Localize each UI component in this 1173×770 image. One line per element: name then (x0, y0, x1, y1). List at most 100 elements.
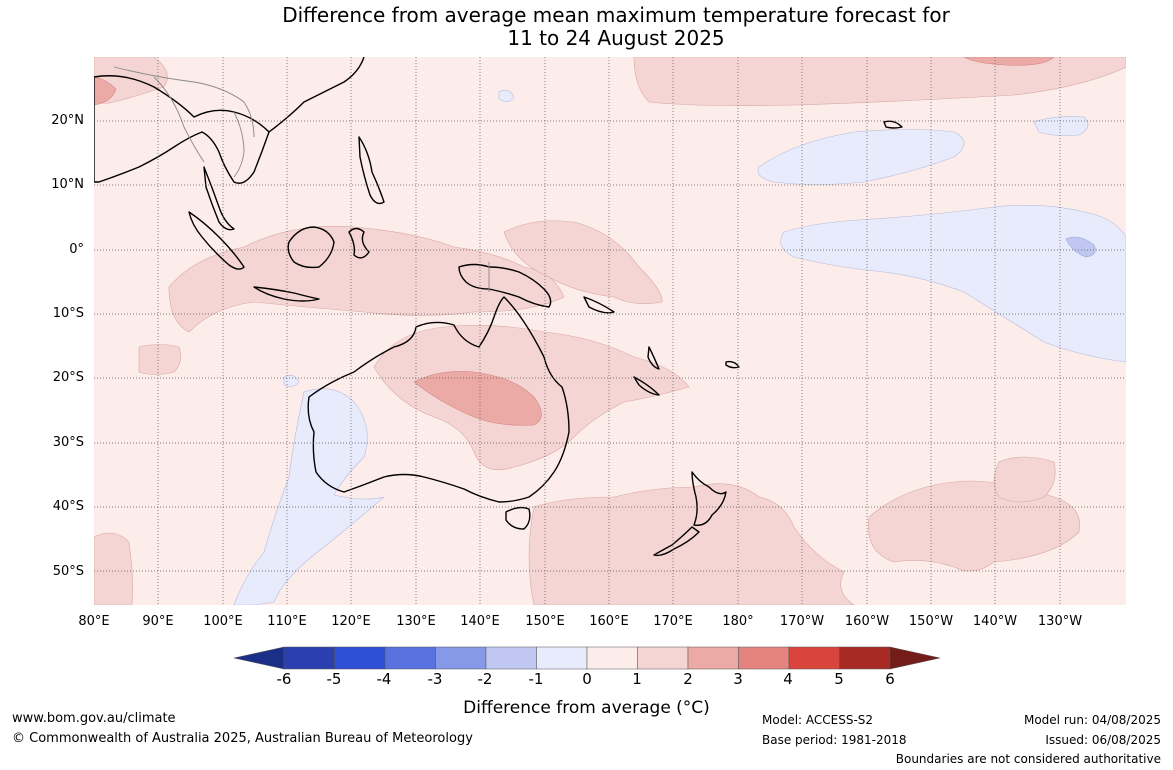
forecast-map (94, 57, 1126, 605)
lon-label-90e: 90°E (142, 614, 174, 629)
philippines-coastline (358, 136, 385, 205)
colorbar-cell (788, 646, 840, 670)
hawaii-coastline (883, 120, 903, 129)
lon-label-80e: 80°E (78, 614, 110, 629)
lat-label-40s: 40°S (52, 499, 84, 514)
colorbar-cell (384, 646, 436, 670)
colorbar-cell (738, 646, 790, 670)
lon-label-140w: 140°W (972, 614, 1018, 629)
lat-label-0: 0° (69, 242, 84, 257)
warm-region-east-pacific (993, 456, 1056, 503)
border-indochina (113, 66, 255, 138)
colorbar-cell (435, 646, 487, 670)
lon-label-100e: 100°E (203, 614, 243, 629)
java-coastline (253, 286, 320, 302)
colorbar-cell (687, 646, 739, 670)
colorbar-cell (839, 646, 891, 670)
country-borders (113, 66, 490, 292)
lat-label-10s: 10°S (52, 306, 84, 321)
coastlines (94, 57, 903, 557)
lat-label-20n: 20°N (51, 113, 84, 128)
lon-label-150w: 150°W (908, 614, 954, 629)
lon-label-150e: 150°E (525, 614, 565, 629)
lon-label-120e: 120°E (331, 614, 371, 629)
vanuatu-coastline (647, 346, 660, 370)
colorbar-extend-low (234, 646, 285, 670)
lon-label-160w: 160°W (844, 614, 890, 629)
sumatra-coastline (188, 211, 245, 270)
colorbar-tick-label: 3 (733, 670, 743, 688)
colorbar-tick-label: -4 (376, 670, 392, 688)
lon-label-110e: 110°E (267, 614, 307, 629)
strong-warm-region-north-pacific (963, 57, 1055, 66)
lat-label-20s: 20°S (52, 370, 84, 385)
solomon-islands-coastline (583, 296, 615, 314)
footer-url: www.bom.gov.au/climate (12, 711, 176, 726)
colorbar-cell (334, 646, 386, 670)
footer-model: Model: ACCESS-S2 (762, 713, 874, 727)
strong-warm-region-nw-corner (94, 76, 117, 106)
colorbar-tick-label: -3 (427, 670, 443, 688)
footer-copyright: © Commonwealth of Australia 2025, Austra… (12, 731, 473, 746)
warm-region-north-pacific (633, 57, 1126, 106)
colorbar-cells (234, 646, 940, 670)
lon-label-170e: 170°E (653, 614, 693, 629)
colorbar-tick-label: -1 (528, 670, 544, 688)
colorbar-cell (283, 646, 335, 670)
china-coastline (268, 57, 365, 133)
australia-coastline (307, 296, 570, 503)
colorbar-tick-label: -2 (477, 670, 493, 688)
title-line-2: 11 to 24 August 2025 (507, 26, 725, 50)
moderate-cool-anomaly-regions (1065, 236, 1096, 258)
warm-region-indian-ocean (138, 344, 181, 375)
moderate-cool-region-equatorial-pacific (1065, 236, 1096, 258)
indochina-coastline (94, 75, 270, 184)
title-line-1: Difference from average mean maximum tem… (282, 3, 950, 27)
colorbar-extend-high (889, 646, 940, 670)
borneo-coastline (287, 226, 335, 269)
malay-peninsula-coastline (203, 166, 235, 231)
colorbar-cell (485, 646, 537, 670)
colorbar-tick-label: 4 (783, 670, 793, 688)
colorbar-tick-label: 6 (885, 670, 895, 688)
lon-label-130w: 130°W (1037, 614, 1083, 629)
border-myanmar (153, 76, 205, 163)
sulawesi-coastline (348, 227, 370, 259)
lat-label-50s: 50°S (52, 564, 84, 579)
fiji-coastline (725, 360, 740, 369)
warm-region-south-pacific (867, 480, 1081, 572)
colorbar (234, 646, 940, 670)
new-zealand-south-island-coastline (653, 526, 700, 557)
footer-base-period: Base period: 1981-2018 (762, 733, 907, 747)
warm-region-coral-sea (503, 220, 663, 304)
footer-model-run: Model run: 04/08/2025 (1023, 713, 1161, 727)
graticule (94, 57, 1126, 605)
lat-label-30s: 30°S (52, 435, 84, 450)
cool-region-north-pacific (757, 129, 965, 185)
warm-region-tasman (528, 483, 855, 605)
colorbar-tick-label: 2 (683, 670, 693, 688)
footer-issued: Issued: 06/08/2025 (1045, 733, 1161, 747)
colorbar-cell (637, 646, 689, 670)
cool-region-philippine-sea (498, 90, 515, 102)
colorbar-tick-label: -6 (276, 670, 292, 688)
colorbar-tick-label: 0 (582, 670, 592, 688)
colorbar-tick-label: 1 (632, 670, 642, 688)
chart-title: Difference from average mean maximum tem… (0, 4, 1173, 50)
colorbar-title: Difference from average (°C) (463, 698, 710, 718)
colorbar-tick-label: 5 (834, 670, 844, 688)
new-zealand-north-island-coastline (691, 471, 727, 526)
lon-label-170w: 170°W (779, 614, 825, 629)
strong-warm-anomaly-regions (94, 57, 1055, 426)
new-caledonia-coastline (633, 376, 660, 396)
tasmania-coastline (505, 506, 531, 530)
warm-region-southwest (94, 532, 133, 605)
cool-region-hawaii (1033, 116, 1089, 136)
colorbar-cell (586, 646, 638, 670)
lon-label-140e: 140°E (460, 614, 500, 629)
lon-label-180: 180° (722, 614, 754, 629)
border-laos-vietnam (233, 111, 245, 178)
lat-label-10n: 10°N (51, 177, 84, 192)
strong-warm-region-central-australia (413, 371, 542, 426)
colorbar-tick-label: -5 (326, 670, 342, 688)
